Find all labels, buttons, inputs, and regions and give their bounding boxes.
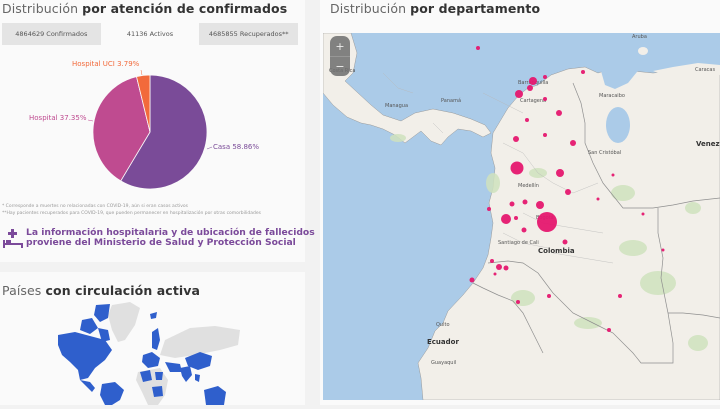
bubble-antioquia[interactable] xyxy=(510,161,524,175)
label-venezuela: Venezu xyxy=(696,140,720,148)
bubble-cauca[interactable] xyxy=(503,265,509,271)
bubble-choco[interactable] xyxy=(487,207,491,211)
pie-slice-casa[interactable] xyxy=(120,74,208,190)
pie-slice-hospital[interactable] xyxy=(92,76,151,182)
zoom-in-button[interactable]: + xyxy=(335,39,345,53)
bubble-bolivar-2[interactable] xyxy=(527,85,533,91)
bubble-casanare[interactable] xyxy=(596,197,600,201)
attention-pie-chart: Hospital UCI 3.79% Hospital 37.35% Casa … xyxy=(0,50,305,195)
footnote-2: **Hay pacientes recuperados para COVID-1… xyxy=(2,211,261,216)
bubble-caldas[interactable] xyxy=(509,201,515,207)
left-column: Distribución por atención de confirmados… xyxy=(0,0,315,405)
land-central-america xyxy=(323,33,492,146)
country-greenland xyxy=(108,302,140,342)
tab-recuperados[interactable]: 4685855 Recuperados** xyxy=(208,30,289,38)
bubble-cordoba[interactable] xyxy=(525,118,529,122)
ministry-info-text: La información hospitalaria y de ubicaci… xyxy=(26,227,315,248)
bubble-choco-north[interactable] xyxy=(513,136,519,142)
label-hospital-uci: Hospital UCI 3.79% xyxy=(72,60,140,68)
bubble-magdalena[interactable] xyxy=(543,75,547,79)
bubble-guaviare[interactable] xyxy=(547,294,551,298)
bubble-bogota[interactable] xyxy=(537,212,557,232)
department-title: Distribución por departamento xyxy=(330,1,541,16)
countries-title: Países con circulación activa xyxy=(2,283,201,298)
attention-title: Distribución por atención de confirmados xyxy=(2,1,288,16)
bubble-san-andres[interactable] xyxy=(476,46,480,50)
ministry-info: La información hospitalaria y de ubicaci… xyxy=(2,228,315,250)
bubble-arauca[interactable] xyxy=(611,173,615,177)
bubble-bolivar[interactable] xyxy=(515,90,523,98)
zoom-control: + − xyxy=(330,36,350,76)
label-quito: Quito xyxy=(436,322,450,328)
zoom-out-button[interactable]: − xyxy=(330,56,350,76)
label-maracaibo: Maracaibo xyxy=(599,93,625,99)
label-cali: Santiago de Cali xyxy=(498,240,539,246)
bubble-huila[interactable] xyxy=(493,272,497,276)
bubble-boyaca[interactable] xyxy=(565,189,571,195)
colombia-map[interactable]: + − xyxy=(323,33,720,400)
label-managua: Managua xyxy=(385,103,409,109)
country-australia xyxy=(204,386,226,405)
label-medellin: Medellín xyxy=(518,183,539,189)
bubble-cauca-w[interactable] xyxy=(490,259,494,263)
bubble-guainia[interactable] xyxy=(661,248,665,252)
footnote-1: * Corresponde a muertes no relacionadas … xyxy=(2,204,189,209)
attention-distribution-card: Distribución por atención de confirmados… xyxy=(0,0,315,262)
bubble-guajira[interactable] xyxy=(581,70,585,74)
bubble-norte-santander[interactable] xyxy=(570,140,576,146)
hospital-bed-icon xyxy=(2,228,24,250)
country-india xyxy=(180,366,192,382)
country-usa-canada xyxy=(58,332,112,380)
label-ecuador: Ecuador xyxy=(427,338,459,346)
bubble-vaupes[interactable] xyxy=(618,294,622,298)
countries-card: Países con circulación activa xyxy=(0,272,305,405)
land-south-america xyxy=(417,66,720,400)
pie-svg xyxy=(87,69,213,190)
label-panama: Panamá xyxy=(441,98,462,104)
bubble-amazonas[interactable] xyxy=(607,328,611,332)
bubble-quindio[interactable] xyxy=(514,216,518,220)
label-hospital: Hospital 37.35% xyxy=(29,114,87,122)
tab-confirmados[interactable]: 4864629 Confirmados xyxy=(15,30,88,38)
label-cartagena: Cartagena xyxy=(520,98,547,104)
tab-activos[interactable]: 41136 Activos xyxy=(100,23,200,45)
bubble-caqueta[interactable] xyxy=(516,300,520,304)
bubble-sucre[interactable] xyxy=(543,97,547,101)
pie-slice-hospital-uci[interactable] xyxy=(136,74,151,133)
bubble-vichada[interactable] xyxy=(641,212,645,216)
bubble-meta[interactable] xyxy=(562,239,568,245)
bubble-putumayo[interactable] xyxy=(496,264,502,270)
lake-maracaibo xyxy=(606,107,630,143)
map-base xyxy=(323,33,720,400)
bubble-santander[interactable] xyxy=(556,169,564,177)
bubble-cesar[interactable] xyxy=(556,110,562,116)
bubble-risaralda[interactable] xyxy=(522,199,528,205)
department-distribution-card: Distribución por departamento + − xyxy=(320,0,720,405)
label-aruba: Aruba xyxy=(632,34,647,40)
world-map[interactable] xyxy=(0,300,305,405)
country-china xyxy=(185,352,212,370)
label-caracas: Caracas xyxy=(695,67,716,73)
bubble-cundinamarca[interactable] xyxy=(536,201,544,209)
label-san-cristobal: San Cristóbal xyxy=(588,150,622,156)
bubble-tolima[interactable] xyxy=(521,227,527,233)
label-colombia: Colombia xyxy=(538,247,575,255)
bubble-valle[interactable] xyxy=(501,214,511,224)
status-tabs: 4864629 Confirmados 41136 Activos 468585… xyxy=(2,23,298,45)
country-brazil xyxy=(100,382,124,405)
bubble-nariño[interactable] xyxy=(469,277,475,283)
label-guayaquil: Guayaquil xyxy=(431,360,457,366)
bubble-santander-n[interactable] xyxy=(543,133,547,137)
label-casa: Casa 58.86% xyxy=(213,143,260,151)
region-russia xyxy=(160,326,240,358)
bubble-atlantico[interactable] xyxy=(529,77,537,85)
